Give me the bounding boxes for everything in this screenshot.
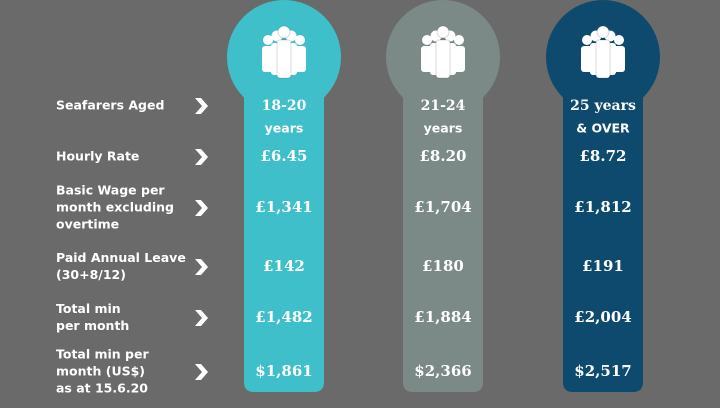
column-header: 25 years bbox=[570, 98, 636, 114]
arrow-icon bbox=[195, 149, 208, 165]
arrow-icon bbox=[195, 364, 208, 380]
column-header: years bbox=[265, 121, 304, 136]
cell-value: £2,004 bbox=[574, 308, 631, 326]
row-label: overtime bbox=[56, 217, 119, 232]
cell-value: £191 bbox=[582, 257, 624, 275]
arrow-icon bbox=[195, 259, 208, 275]
cell-value: £8.20 bbox=[420, 147, 467, 165]
row-label: per month bbox=[56, 318, 129, 333]
cell-value: £6.45 bbox=[261, 147, 308, 165]
cell-value: £1,341 bbox=[255, 198, 312, 216]
cell-value: £8.72 bbox=[580, 147, 627, 165]
column-background bbox=[244, 57, 324, 392]
cell-value: £142 bbox=[263, 257, 305, 275]
arrow-icon bbox=[195, 98, 208, 114]
cell-value: £180 bbox=[422, 257, 464, 275]
cell-value: $1,861 bbox=[255, 362, 312, 380]
cell-value: £1,884 bbox=[414, 308, 471, 326]
row-label: as at 15.6.20 bbox=[56, 381, 148, 396]
row-label: Basic Wage per bbox=[56, 183, 165, 198]
column-background bbox=[563, 57, 643, 392]
column-background bbox=[403, 57, 483, 392]
column-header: & OVER bbox=[576, 121, 630, 136]
column-header: years bbox=[424, 121, 463, 136]
cell-value: £1,704 bbox=[414, 198, 471, 216]
row-label: month excluding bbox=[56, 200, 174, 215]
row-label: Hourly Rate bbox=[56, 149, 139, 164]
cell-value: £1,812 bbox=[574, 198, 631, 216]
row-label: Paid Annual Leave bbox=[56, 250, 186, 265]
arrow-icon bbox=[195, 200, 208, 216]
cell-value: $2,366 bbox=[414, 362, 471, 380]
row-label: month (US$) bbox=[56, 364, 145, 379]
row-label: (30+8/12) bbox=[56, 267, 126, 282]
row-label: Total min per bbox=[56, 347, 149, 362]
cell-value: $2,517 bbox=[574, 362, 631, 380]
row-label: Seafarers Aged bbox=[56, 98, 164, 113]
column-header: 21-24 bbox=[421, 98, 466, 114]
row-label: Total min bbox=[56, 301, 121, 316]
arrow-icon bbox=[195, 310, 208, 326]
column-header: 18-20 bbox=[262, 98, 307, 114]
cell-value: £1,482 bbox=[255, 308, 312, 326]
